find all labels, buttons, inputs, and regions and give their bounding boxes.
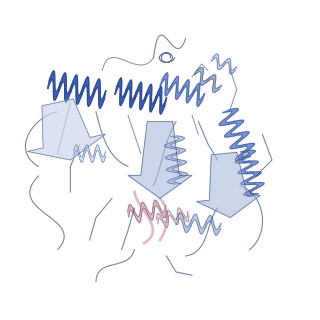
Polygon shape bbox=[171, 76, 183, 100]
Polygon shape bbox=[207, 75, 222, 92]
Polygon shape bbox=[230, 132, 249, 149]
Polygon shape bbox=[176, 213, 191, 233]
Polygon shape bbox=[241, 172, 261, 185]
Polygon shape bbox=[191, 214, 206, 234]
Polygon shape bbox=[48, 71, 60, 100]
Polygon shape bbox=[196, 152, 260, 218]
Polygon shape bbox=[95, 145, 106, 162]
Polygon shape bbox=[145, 84, 157, 112]
Polygon shape bbox=[128, 122, 192, 198]
Polygon shape bbox=[194, 68, 209, 85]
Polygon shape bbox=[160, 73, 173, 96]
Polygon shape bbox=[167, 172, 188, 184]
Polygon shape bbox=[177, 208, 189, 222]
Polygon shape bbox=[153, 200, 167, 218]
Polygon shape bbox=[84, 145, 95, 162]
Polygon shape bbox=[223, 58, 237, 74]
Polygon shape bbox=[115, 78, 127, 106]
Polygon shape bbox=[164, 136, 185, 148]
Polygon shape bbox=[235, 143, 254, 160]
Polygon shape bbox=[165, 148, 186, 160]
Polygon shape bbox=[181, 80, 194, 103]
Polygon shape bbox=[82, 77, 95, 106]
Polygon shape bbox=[192, 83, 205, 106]
Polygon shape bbox=[211, 54, 225, 70]
Polygon shape bbox=[155, 86, 167, 114]
Polygon shape bbox=[205, 215, 221, 235]
Polygon shape bbox=[70, 75, 83, 104]
Polygon shape bbox=[225, 120, 244, 137]
Polygon shape bbox=[93, 79, 106, 108]
Polygon shape bbox=[235, 150, 255, 163]
Polygon shape bbox=[140, 202, 154, 220]
Polygon shape bbox=[125, 80, 137, 108]
Polygon shape bbox=[135, 82, 147, 110]
Polygon shape bbox=[28, 99, 106, 160]
Polygon shape bbox=[167, 211, 179, 225]
Polygon shape bbox=[219, 108, 238, 125]
Polygon shape bbox=[238, 161, 258, 174]
Polygon shape bbox=[157, 213, 168, 228]
Polygon shape bbox=[128, 204, 141, 222]
Polygon shape bbox=[74, 145, 84, 162]
Polygon shape bbox=[244, 183, 264, 196]
Polygon shape bbox=[166, 160, 187, 172]
Polygon shape bbox=[59, 73, 72, 102]
